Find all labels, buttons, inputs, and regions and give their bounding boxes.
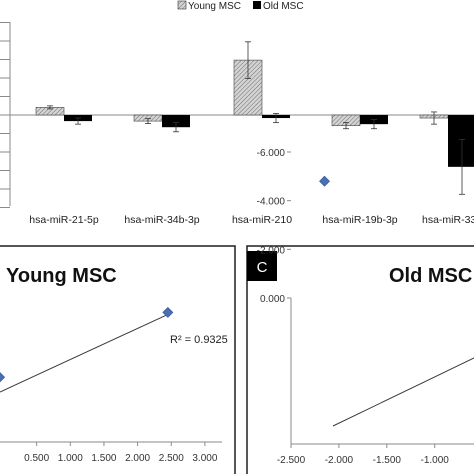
young-msc-title: Young MSC [6, 265, 117, 287]
old-msc-panel-border [246, 245, 474, 474]
category-label-mir-21: hsa-miR-21-5p [29, 214, 99, 226]
legend-swatch-old [253, 1, 261, 9]
old-msc-bar [448, 115, 474, 167]
legend-label-young: Young MSC [188, 1, 241, 12]
old-msc-y-tick-label: -2.000 [257, 245, 286, 256]
panel-label-box [247, 251, 277, 281]
young-msc-points [0, 306, 174, 383]
category-label-mir-34b: hsa-miR-34b-3p [124, 214, 199, 226]
old-msc-x-tick-label: -2.500 [277, 455, 306, 466]
old-msc-scatter-panel: C Old MSC 0.000 -2.000 -4.000 -6.000 -2.500… [246, 148, 474, 474]
young-msc-x-tick-label: 3.000 [192, 453, 217, 464]
old-msc-points [319, 175, 330, 187]
category-label-mir-19b: hsa-miR-19b-3p [322, 214, 397, 226]
old-msc-bar [162, 115, 190, 128]
bar-plot-area [35, 41, 474, 195]
young-msc-r2-annotation: R² = 0.9325 [170, 334, 228, 346]
old-msc-x-tick-label: -2.000 [325, 455, 354, 466]
bar-y-axis [0, 22, 11, 208]
old-msc-x-tick-label: -1.500 [373, 455, 402, 466]
legend-swatch-young [177, 0, 187, 10]
young-msc-x-tick-label: 1.500 [91, 453, 116, 464]
old-msc-y-ticks: 0.000 -2.000 -4.000 -6.000 [257, 148, 291, 305]
old-msc-trendline [332, 357, 474, 427]
young-msc-x-tick-label: 2.500 [159, 453, 184, 464]
category-label-mir-210: hsa-miR-210 [232, 214, 292, 226]
category-label-mir-33: hsa-miR-33 [422, 214, 474, 226]
bar-chart-panel: Young MSC Old MSC hsa-miR-21-5p hsa-miR-… [0, 0, 474, 226]
old-msc-y-tick-label: -6.000 [257, 148, 286, 159]
old-msc-x-tick-label: -1.000 [421, 455, 450, 466]
young-msc-scatter-panel: Young MSC 0.500 1.000 1.500 2.000 2.500 3.000… [0, 245, 236, 474]
young-msc-x-tick-label: 1.000 [58, 453, 83, 464]
old-msc-title: Old MSC [389, 265, 472, 287]
young-msc-panel-border [0, 245, 236, 474]
old-msc-y-tick-label: 0.000 [260, 294, 285, 305]
legend-label-old: Old MSC [263, 1, 304, 12]
old-msc-x-ticks: -2.500 -2.000 -1.500 -1.000 [277, 444, 449, 466]
young-msc-trendline [0, 313, 169, 393]
young-msc-data-point [0, 372, 6, 383]
young-msc-x-ticks: 0.500 1.000 1.500 2.000 2.500 3.000 [24, 442, 218, 464]
panel-label-c: C [257, 259, 268, 276]
bar-category-labels: hsa-miR-21-5p hsa-miR-34b-3p hsa-miR-210… [29, 214, 474, 226]
old-msc-data-point [319, 175, 330, 187]
young-msc-data-point [162, 306, 174, 318]
young-msc-x-tick-label: 0.500 [24, 453, 49, 464]
bar-chart-legend: Young MSC Old MSC [177, 0, 304, 12]
young-msc-x-tick-label: 2.000 [125, 453, 150, 464]
old-msc-y-tick-label: -4.000 [257, 197, 286, 208]
